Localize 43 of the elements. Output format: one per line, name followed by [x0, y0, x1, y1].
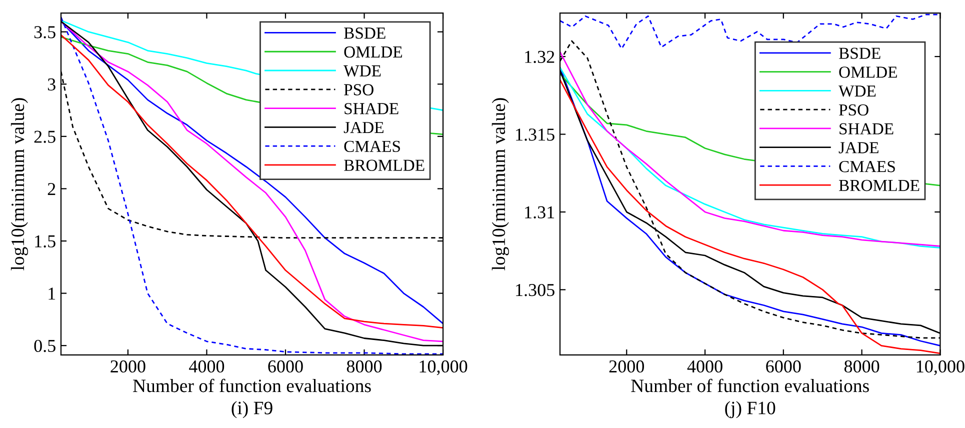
- legend-label: PSO: [838, 104, 868, 116]
- y-axis-title: log10(minimum value): [10, 98, 28, 270]
- legend-label: BSDE: [344, 28, 386, 39]
- legend-label: BROMLDE: [344, 160, 424, 171]
- y-tick-label: 1.305: [516, 284, 554, 296]
- x-tick-label: 2000: [609, 360, 644, 373]
- y-tick-label: 1.5: [35, 235, 56, 248]
- legend-label: SHADE: [840, 123, 894, 134]
- legend-label: OMLDE: [839, 66, 897, 78]
- y-tick-label: 3: [48, 78, 56, 91]
- legend-label: CMAES: [839, 161, 895, 172]
- x-tick-label: 8000: [346, 360, 382, 373]
- legend-label: BROMLDE: [838, 180, 920, 192]
- text: (j) F10: [725, 401, 776, 418]
- legend-label: WDE: [344, 65, 381, 77]
- y-tick-label: 1.32: [525, 50, 554, 64]
- y-tick-label: 2: [48, 183, 56, 195]
- legend-label: BSDE: [838, 48, 880, 59]
- y-tick-label: 1.31: [525, 206, 554, 218]
- x-tick-label: 10,000: [420, 360, 468, 376]
- legend-label: OMLDE: [344, 46, 402, 58]
- x-tick-label: 2000: [110, 360, 146, 373]
- x-tick-label: 6000: [268, 360, 303, 373]
- legend-label: SHADE: [344, 103, 398, 114]
- y-tick-label: 2.5: [34, 130, 56, 143]
- legend-label: JADE: [344, 122, 384, 134]
- x-axis-title: Number of function evaluations: [133, 378, 371, 392]
- x-tick-label: 4000: [687, 360, 722, 373]
- y-tick-label: 3.5: [34, 26, 56, 38]
- y-axis-title: log10(minimum value): [492, 98, 509, 270]
- y-tick-label: 0.5: [34, 340, 56, 352]
- legend-label: JADE: [838, 142, 878, 154]
- x-tick-label: 8000: [844, 360, 880, 373]
- x-tick-label: 10,000: [916, 360, 964, 376]
- x-tick-label: 4000: [189, 360, 224, 373]
- x-axis-title: Number of function evaluations: [631, 378, 869, 392]
- y-tick-label: 1: [48, 288, 56, 300]
- text: (i) F9: [232, 401, 272, 418]
- y-tick-label: 1.315: [516, 128, 554, 141]
- legend-label: PSO: [344, 84, 374, 96]
- legend-label: CMAES: [344, 140, 400, 152]
- legend-label: WDE: [838, 86, 876, 97]
- x-tick-label: 6000: [766, 360, 801, 373]
